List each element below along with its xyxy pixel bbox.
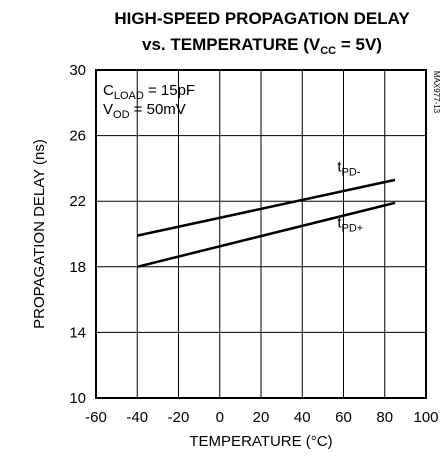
series-label: tPD- — [337, 159, 360, 179]
x-tick-label: 0 — [216, 409, 224, 426]
series-lines: tPD-tPD+ — [136, 159, 396, 269]
figure-code: MAX977-13 — [432, 71, 441, 114]
plot-frame — [95, 69, 427, 399]
condition-label: VOD = 50mV — [103, 101, 186, 121]
y-tick-label: 22 — [69, 193, 86, 210]
series-line-pd — [136, 201, 396, 269]
x-tick-labels: -60 -40 -20 0 20 40 60 80 100 — [85, 409, 438, 426]
x-tick-label: -20 — [168, 409, 190, 426]
y-tick-label: 26 — [69, 128, 86, 145]
chart-title-line1: HIGH-SPEED PROPAGATION DELAY — [114, 9, 410, 28]
x-tick-label: 20 — [253, 409, 270, 426]
grid — [96, 70, 426, 398]
x-tick-label: 60 — [335, 409, 352, 426]
series-line-pd — [136, 178, 396, 237]
x-tick-label: 40 — [294, 409, 311, 426]
y-axis-label: PROPAGATION DELAY (ns) — [31, 139, 48, 329]
y-tick-label: 18 — [69, 259, 86, 276]
x-tick-label: -40 — [126, 409, 148, 426]
condition-label: CLOAD = 15pF — [103, 82, 195, 102]
x-axis-label: TEMPERATURE (°C) — [189, 433, 332, 450]
y-tick-label: 10 — [69, 390, 86, 407]
chart-title-line2: vs. TEMPERATURE (VCC = 5V) — [142, 35, 382, 57]
x-tick-label: -60 — [85, 409, 107, 426]
series-label: tPD+ — [337, 214, 363, 234]
x-tick-label: 100 — [413, 409, 438, 426]
y-tick-labels: 10 14 18 22 26 30 — [69, 62, 86, 407]
x-tick-label: 80 — [376, 409, 393, 426]
y-tick-label: 14 — [69, 324, 86, 341]
y-tick-label: 30 — [69, 62, 86, 79]
